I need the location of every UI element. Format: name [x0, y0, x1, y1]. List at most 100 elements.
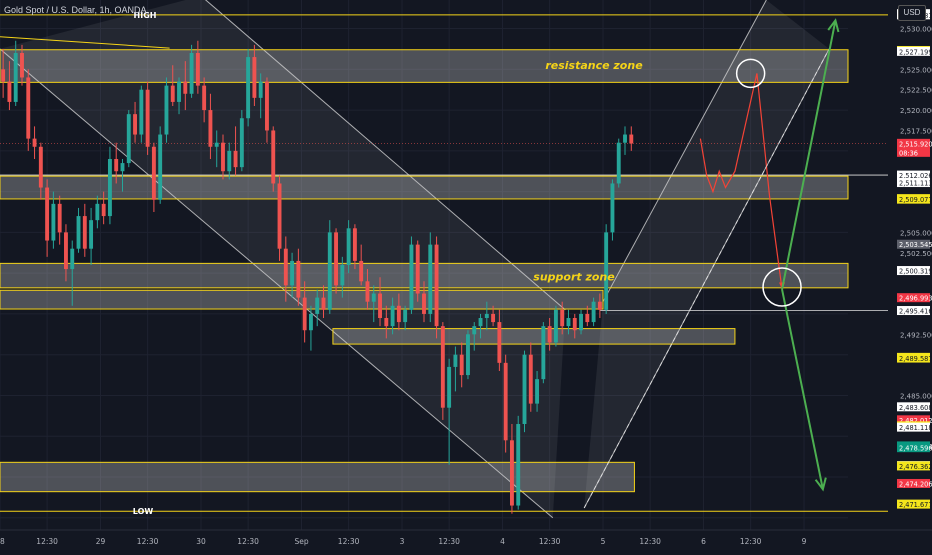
candle [208, 110, 213, 147]
candle [145, 89, 150, 147]
candle [170, 85, 175, 102]
candle [20, 53, 24, 78]
candle [484, 313, 489, 318]
candle [503, 362, 508, 441]
candle [265, 81, 269, 131]
candle [151, 146, 156, 200]
candle [390, 305, 395, 327]
candle [478, 318, 483, 327]
candle [440, 326, 445, 408]
rising-channel-upper-line [602, 0, 767, 302]
price-tag [897, 194, 930, 204]
candle [447, 366, 452, 408]
price-tag-label: 2,527.199 [899, 48, 932, 56]
price-tag [897, 306, 930, 316]
time-tick-label: 5 [601, 537, 606, 546]
candle [352, 228, 357, 261]
zone-3 [0, 289, 604, 310]
candle [453, 354, 458, 367]
candle [365, 281, 370, 302]
time-axis [0, 530, 932, 550]
candle [403, 309, 408, 323]
price-tick-label: 2,525.000 [900, 66, 932, 74]
candle [101, 203, 106, 217]
candle [528, 354, 533, 404]
candle [610, 183, 615, 233]
high-label: HIGH [134, 11, 157, 20]
candle [32, 138, 37, 147]
candle [195, 53, 200, 86]
candle [616, 142, 621, 184]
falling-channel-upper-line [204, 0, 566, 311]
candle [126, 114, 131, 164]
zone-0 [0, 49, 849, 83]
price-tag-label: 2,481.118 [899, 424, 932, 432]
candle [428, 244, 433, 314]
candle [466, 334, 470, 376]
candle [239, 118, 244, 168]
candle [38, 146, 43, 188]
candle [290, 260, 295, 286]
candle [246, 57, 251, 119]
price-tag [897, 499, 930, 509]
price-tag-label: 2,515.920 [899, 140, 932, 148]
price-tag-label: 2,474.206 [899, 480, 932, 488]
price-tag [897, 266, 930, 276]
candle [547, 326, 552, 343]
candle [334, 232, 339, 286]
price-tag-label: 2,496.993 [899, 295, 932, 303]
time-tick-label: Sep [294, 537, 308, 546]
candle [459, 354, 464, 376]
price-tag-label: 2,503.545 [899, 241, 932, 249]
candle [202, 85, 207, 111]
candle [76, 216, 81, 249]
price-tick-label: 2,530.000 [900, 26, 932, 34]
support-zone-label: support zone [533, 270, 615, 283]
price-tag [897, 478, 930, 488]
price-tag-label: 2,471.677 [899, 501, 932, 509]
candle [409, 244, 414, 310]
price-tag-label: 2,476.362 [899, 463, 932, 471]
price-tag-label: 2,483.608 [899, 404, 932, 412]
candle [585, 313, 590, 323]
candle [164, 85, 169, 135]
candle [26, 77, 31, 139]
candle [308, 313, 313, 331]
price-tick-label: 2,517.500 [900, 127, 932, 135]
price-tag [897, 239, 930, 249]
time-tick-label: 12:30 [237, 537, 259, 546]
candle [258, 81, 263, 98]
candle [82, 216, 87, 249]
price-tick-label: 2,492.500 [900, 331, 932, 339]
currency-selector[interactable]: USD [898, 5, 926, 21]
price-tag-label: 2,512.026 [899, 172, 932, 180]
candle [327, 232, 332, 310]
candle [283, 248, 288, 286]
candle [553, 309, 558, 343]
price-tag [897, 415, 930, 425]
price-tag [897, 402, 930, 412]
candle [522, 354, 527, 424]
price-tag [897, 138, 930, 157]
candle [497, 322, 502, 363]
price-tag-label: 2,478.596 [899, 445, 932, 453]
time-tick-label: 12:30 [36, 537, 58, 546]
highlight-circle [735, 58, 766, 89]
candle [384, 318, 389, 327]
candle [139, 89, 144, 135]
candle [1, 69, 6, 82]
price-tag [897, 46, 930, 56]
candle [221, 142, 225, 172]
chart-title: Gold Spot / U.S. Dollar, 1h, OANDA [4, 5, 147, 15]
time-tick-label: 6 [701, 537, 706, 546]
rising-channel-fill [584, 0, 830, 508]
candle [472, 326, 477, 335]
candle [566, 318, 571, 327]
top-trendline [0, 36, 170, 49]
candle [277, 183, 282, 249]
price-tag-label: 2,495.416 [899, 308, 932, 316]
countdown-label: 08:36 [899, 149, 918, 157]
candle [623, 134, 627, 143]
